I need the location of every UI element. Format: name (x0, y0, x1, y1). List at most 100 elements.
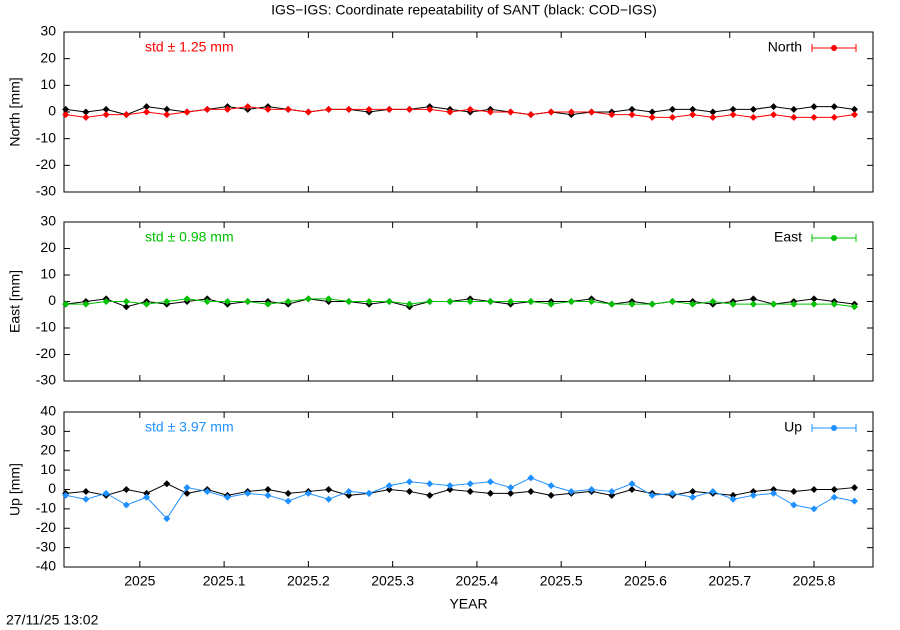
data-point (345, 298, 353, 305)
data-point (466, 105, 474, 113)
data-point (689, 487, 697, 495)
data-point (284, 298, 292, 305)
data-point (486, 108, 494, 116)
data-point (82, 300, 90, 308)
y-tick-label: 30 (40, 213, 56, 229)
data-point (345, 487, 353, 495)
y-tick-label: 10 (40, 76, 56, 92)
y-tick-label: -20 (36, 156, 56, 172)
data-point (850, 105, 858, 113)
data-point (122, 111, 130, 119)
data-point (689, 105, 697, 113)
data-point (709, 298, 717, 305)
y-tick-label: 0 (48, 292, 56, 308)
data-point (810, 505, 818, 513)
x-axis-label: YEAR (449, 596, 487, 612)
y-tick-label: 10 (40, 461, 56, 477)
series-line (65, 483, 855, 496)
data-point (729, 105, 737, 113)
data-point (325, 105, 333, 113)
data-point (163, 298, 171, 305)
y-axis-label: North [mm] (7, 77, 23, 146)
data-point (810, 300, 818, 308)
x-tick-label: 2025.2 (287, 573, 330, 589)
y-axis-label: Up [mm] (7, 463, 23, 516)
legend-marker (831, 425, 837, 431)
y-tick-label: -30 (36, 372, 56, 388)
data-point (304, 295, 312, 303)
data-point (223, 298, 231, 305)
data-point (406, 487, 414, 495)
data-point (264, 105, 272, 113)
data-point (223, 493, 231, 501)
y-tick-label: -20 (36, 345, 56, 361)
data-point (790, 113, 798, 121)
data-point (507, 108, 515, 116)
series-line (65, 298, 855, 308)
data-point (668, 298, 676, 305)
data-point (830, 103, 838, 111)
legend-label: Up (784, 419, 802, 435)
series-line (65, 106, 855, 118)
data-point (749, 105, 757, 113)
data-point (244, 489, 252, 497)
timestamp: 27/11/25 13:02 (6, 612, 99, 628)
data-point (203, 298, 211, 305)
data-point (446, 298, 454, 305)
data-point (102, 105, 110, 113)
data-point (102, 111, 110, 119)
data-point (406, 478, 414, 486)
x-tick-label: 2025.8 (793, 573, 836, 589)
data-point (770, 111, 778, 119)
data-point (567, 108, 575, 116)
std-annotation: std ± 1.25 mm (145, 39, 234, 55)
data-point (588, 486, 596, 493)
x-tick-label: 2025.3 (371, 573, 414, 589)
data-point (729, 495, 737, 503)
data-point (284, 105, 292, 113)
data-point (527, 474, 535, 482)
data-point (406, 105, 414, 113)
data-point (588, 108, 596, 116)
data-point (790, 501, 798, 509)
data-point (608, 491, 616, 499)
legend-marker (831, 45, 837, 51)
data-point (810, 295, 818, 303)
data-point (810, 103, 818, 111)
x-tick-label: 2025.5 (540, 573, 583, 589)
data-point (547, 491, 555, 499)
data-point (122, 303, 130, 311)
y-tick-label: 20 (40, 49, 56, 65)
y-tick-label: -30 (36, 183, 56, 199)
data-point (304, 108, 312, 116)
data-point (143, 493, 151, 501)
y-tick-label: 30 (40, 23, 56, 39)
data-point (62, 491, 70, 499)
data-point (770, 489, 778, 497)
data-point (62, 111, 70, 119)
data-point (830, 113, 838, 121)
data-point (608, 300, 616, 308)
data-point (507, 484, 515, 492)
data-point (709, 487, 717, 495)
data-point (143, 300, 151, 308)
data-point (385, 482, 393, 490)
x-tick-label: 2025.1 (203, 573, 246, 589)
data-point (830, 300, 838, 308)
data-point (850, 303, 858, 311)
data-point (547, 300, 555, 308)
data-point (668, 105, 676, 113)
y-tick-label: -40 (36, 558, 56, 574)
data-point (749, 300, 757, 308)
data-point (588, 298, 596, 305)
data-point (62, 105, 70, 113)
data-point (729, 491, 737, 499)
data-point (82, 495, 90, 503)
data-point (183, 295, 191, 303)
y-tick-label: -30 (36, 538, 56, 554)
data-point (850, 111, 858, 119)
data-point (365, 298, 373, 305)
data-point (527, 298, 535, 305)
data-point (628, 300, 636, 308)
data-point (466, 298, 474, 305)
